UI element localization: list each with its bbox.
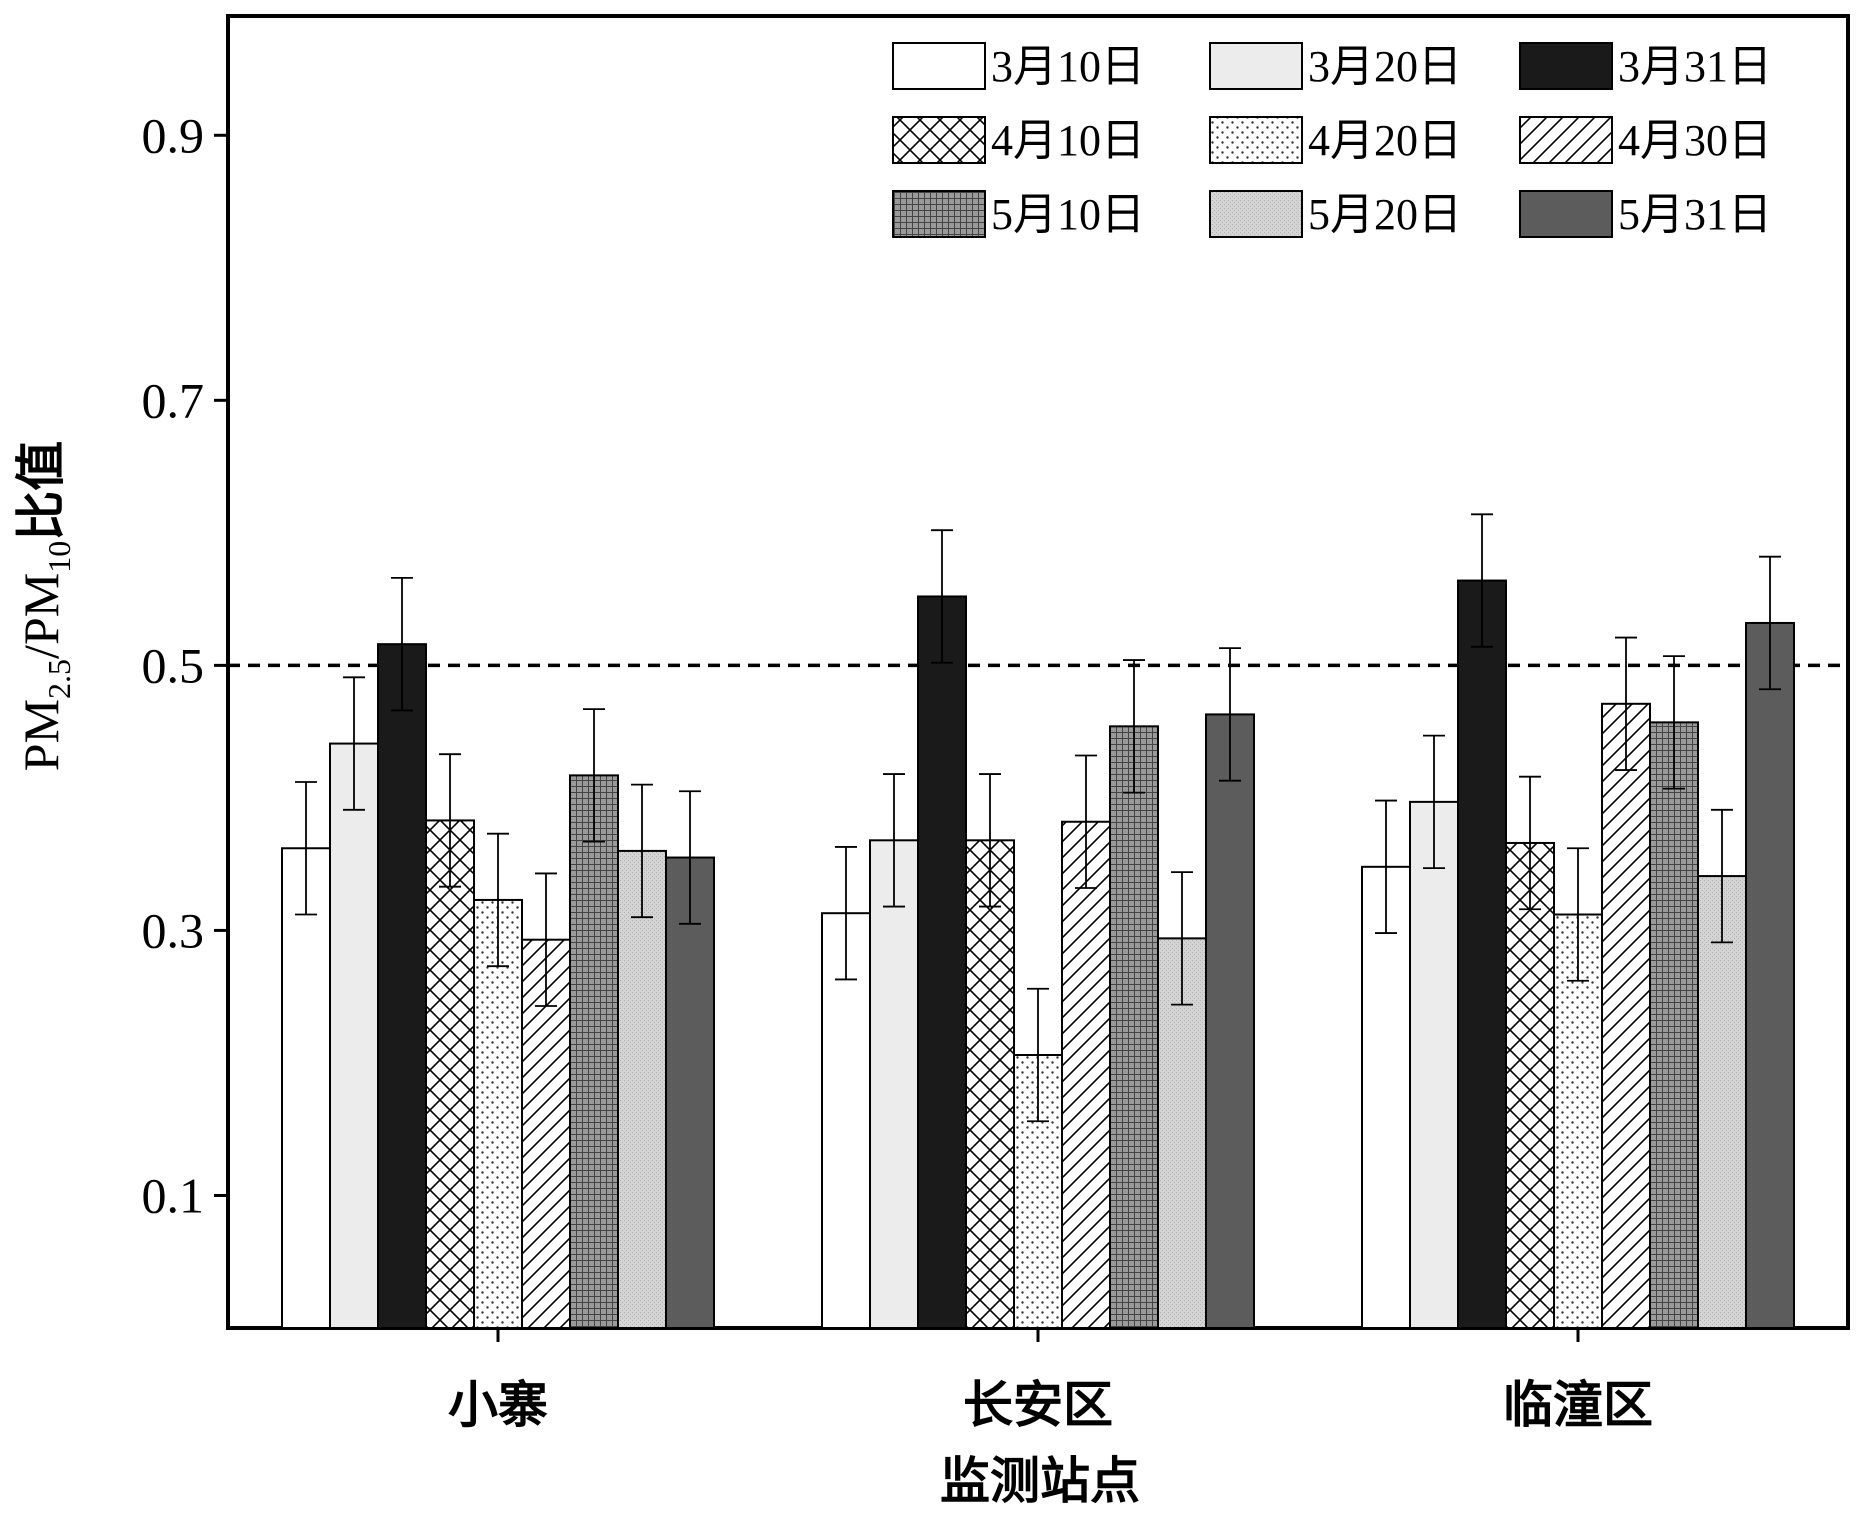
legend-swatch (1209, 190, 1303, 238)
error-bar-2-5 (1027, 987, 1049, 1123)
error-bar-1-6 (535, 872, 557, 1007)
legend-label: 4月20日 (1308, 116, 1462, 165)
error-bar-2-2 (883, 773, 905, 908)
legend-swatch (892, 116, 986, 164)
error-bar-1-3 (391, 577, 413, 712)
legend-label: 4月30日 (1618, 116, 1772, 165)
legend-label: 3月31日 (1618, 42, 1772, 91)
bar-3-1 (1361, 865, 1411, 1329)
error-bar-2-1 (835, 846, 857, 981)
bar-3-9 (1745, 621, 1795, 1329)
error-bar-1-7 (583, 708, 605, 843)
legend-swatch (1209, 42, 1303, 90)
legend: 3月10日 3月20日 3月31日 4月10日 4月20日 4月30日 5月10日 5月20日… (892, 42, 1772, 239)
legend-item-8: 5月20日 (1209, 190, 1462, 239)
bar-1-7 (569, 774, 619, 1329)
bar-1-4 (425, 819, 475, 1329)
y-title-sub-10: 10 (41, 541, 77, 573)
bar-2-4 (965, 839, 1015, 1329)
y-tick-label: 0.5 (142, 637, 205, 693)
bar-1-3 (377, 643, 427, 1329)
legend-item-6: 4月30日 (1519, 116, 1772, 165)
legend-label: 5月31日 (1618, 190, 1772, 239)
error-bar-2-9 (1219, 647, 1241, 782)
y-title-sub-25: 2.5 (41, 659, 77, 699)
bar-1-1 (281, 847, 331, 1330)
x-tick-label: 临潼区 (1503, 1376, 1653, 1434)
bar-3-2 (1409, 800, 1459, 1329)
y-axis-title: PM2.5/PM10比值 (12, 441, 77, 771)
y-title-pm2: /PM (13, 573, 69, 659)
bar-2-9 (1205, 713, 1255, 1329)
legend-label: 3月20日 (1308, 42, 1462, 91)
bar-3-3 (1457, 579, 1507, 1329)
bar-3-6 (1601, 702, 1651, 1329)
error-bar-1-5 (487, 832, 509, 968)
error-bar-3-8 (1711, 808, 1733, 944)
error-bar-3-2 (1423, 734, 1445, 870)
legend-swatch (892, 42, 986, 90)
error-bar-1-4 (439, 753, 461, 888)
error-bar-3-5 (1567, 847, 1589, 982)
y-tick-label: 0.1 (142, 1167, 205, 1223)
error-bar-2-4 (979, 773, 1001, 908)
legend-label: 3月10日 (991, 42, 1145, 91)
error-bar-3-3 (1471, 513, 1493, 648)
error-bar-3-1 (1375, 799, 1397, 934)
legend-swatch (892, 190, 986, 238)
y-tick-label: 0.7 (142, 372, 205, 428)
bar-2-1 (821, 912, 871, 1330)
legend-label: 5月10日 (991, 190, 1145, 239)
bar-3-4 (1505, 841, 1555, 1329)
error-bar-2-3 (931, 529, 953, 664)
legend-item-4: 4月10日 (892, 116, 1145, 165)
legend-item-5: 4月20日 (1209, 116, 1462, 165)
error-bar-2-6 (1075, 754, 1097, 889)
x-tick-label: 长安区 (963, 1376, 1113, 1434)
bar-1-8 (617, 849, 667, 1330)
bar-3-5 (1553, 913, 1603, 1330)
error-bar-1-9 (679, 790, 701, 925)
legend-swatch (1209, 116, 1303, 164)
error-bar-3-4 (1519, 775, 1541, 911)
bar-2-7 (1109, 725, 1159, 1329)
bar-3-7 (1649, 721, 1699, 1329)
error-bar-2-7 (1123, 659, 1145, 794)
legend-item-7: 5月10日 (892, 190, 1145, 239)
error-bar-1-2 (343, 676, 365, 811)
error-bar-3-9 (1759, 555, 1781, 691)
y-title-pm: PM (13, 699, 69, 771)
bars-group (281, 579, 1795, 1330)
y-tick-label: 0.3 (142, 902, 205, 958)
y-axis: 0.1 0.3 0.5 0.7 0.9 (142, 107, 228, 1223)
error-bars-group (295, 513, 1781, 1123)
y-tick-label: 0.9 (142, 107, 205, 163)
legend-swatch (1519, 116, 1613, 164)
bar-3-8 (1697, 875, 1747, 1329)
bar-1-9 (665, 856, 715, 1329)
bar-1-2 (329, 742, 379, 1329)
legend-item-3: 3月31日 (1519, 42, 1772, 91)
y-title-ratio: 比值 (12, 441, 70, 541)
legend-swatch (1519, 42, 1613, 90)
error-bar-2-8 (1171, 871, 1193, 1006)
bar-2-2 (869, 839, 919, 1329)
bar-1-5 (473, 898, 523, 1329)
bar-2-6 (1061, 820, 1111, 1329)
x-tick-label: 小寨 (448, 1376, 548, 1434)
bar-2-3 (917, 595, 967, 1329)
legend-label: 4月10日 (991, 116, 1145, 165)
error-bar-1-1 (295, 781, 317, 916)
legend-swatch (1519, 190, 1613, 238)
legend-item-1: 3月10日 (892, 42, 1145, 91)
legend-label: 5月20日 (1308, 190, 1462, 239)
legend-item-9: 5月31日 (1519, 190, 1772, 239)
x-axis-title: 监测站点 (940, 1452, 1140, 1510)
legend-item-2: 3月20日 (1209, 42, 1462, 91)
error-bar-3-7 (1663, 655, 1685, 790)
x-axis: 小寨 长安区 临潼区 (448, 1328, 1653, 1434)
error-bar-1-8 (631, 783, 653, 919)
error-bar-3-6 (1615, 636, 1637, 771)
